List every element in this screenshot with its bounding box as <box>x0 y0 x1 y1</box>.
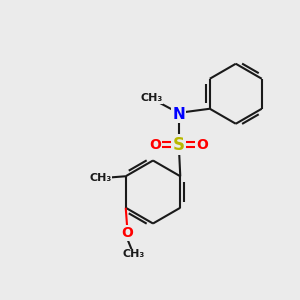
Text: O: O <box>149 138 161 152</box>
Text: N: N <box>172 107 185 122</box>
Text: CH₃: CH₃ <box>141 93 163 103</box>
Text: CH₃: CH₃ <box>89 173 111 183</box>
Text: O: O <box>196 138 208 152</box>
Text: S: S <box>173 136 185 154</box>
Text: O: O <box>121 226 133 240</box>
Text: CH₃: CH₃ <box>122 249 144 259</box>
